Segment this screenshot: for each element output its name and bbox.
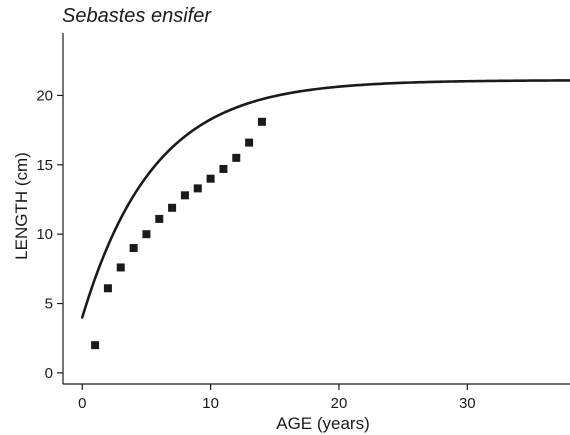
x-axis-label: AGE (years)	[276, 414, 370, 433]
data-point	[116, 263, 125, 272]
data-point	[180, 191, 189, 200]
y-axis-ticks: 0 5 10 15 20	[36, 87, 63, 382]
data-point	[206, 174, 215, 183]
x-tick-label: 20	[331, 395, 348, 412]
data-point	[257, 117, 266, 126]
data-point	[103, 284, 112, 293]
growth-curve	[80, 79, 570, 319]
data-point	[193, 184, 202, 193]
x-tick-label: 30	[459, 395, 476, 412]
y-tick-label: 5	[45, 296, 53, 313]
x-tick-label: 0	[78, 395, 86, 412]
data-point	[91, 341, 100, 350]
x-axis-ticks: 0 10 20 30	[78, 384, 476, 412]
data-point	[219, 164, 228, 173]
data-point	[142, 230, 151, 239]
chart-title: Sebastes ensifer	[62, 5, 212, 27]
axes	[62, 33, 570, 385]
y-tick-label: 0	[45, 365, 53, 382]
data-point	[168, 203, 177, 212]
data-point	[155, 214, 164, 223]
data-point	[245, 138, 254, 147]
y-tick-label: 20	[36, 87, 53, 104]
data-point	[129, 244, 138, 253]
x-tick-label: 10	[202, 395, 219, 412]
data-points	[91, 117, 266, 350]
y-tick-label: 15	[36, 157, 53, 174]
y-tick-label: 10	[36, 226, 53, 243]
y-axis-label: LENGTH (cm)	[12, 152, 31, 260]
data-point	[232, 153, 241, 162]
